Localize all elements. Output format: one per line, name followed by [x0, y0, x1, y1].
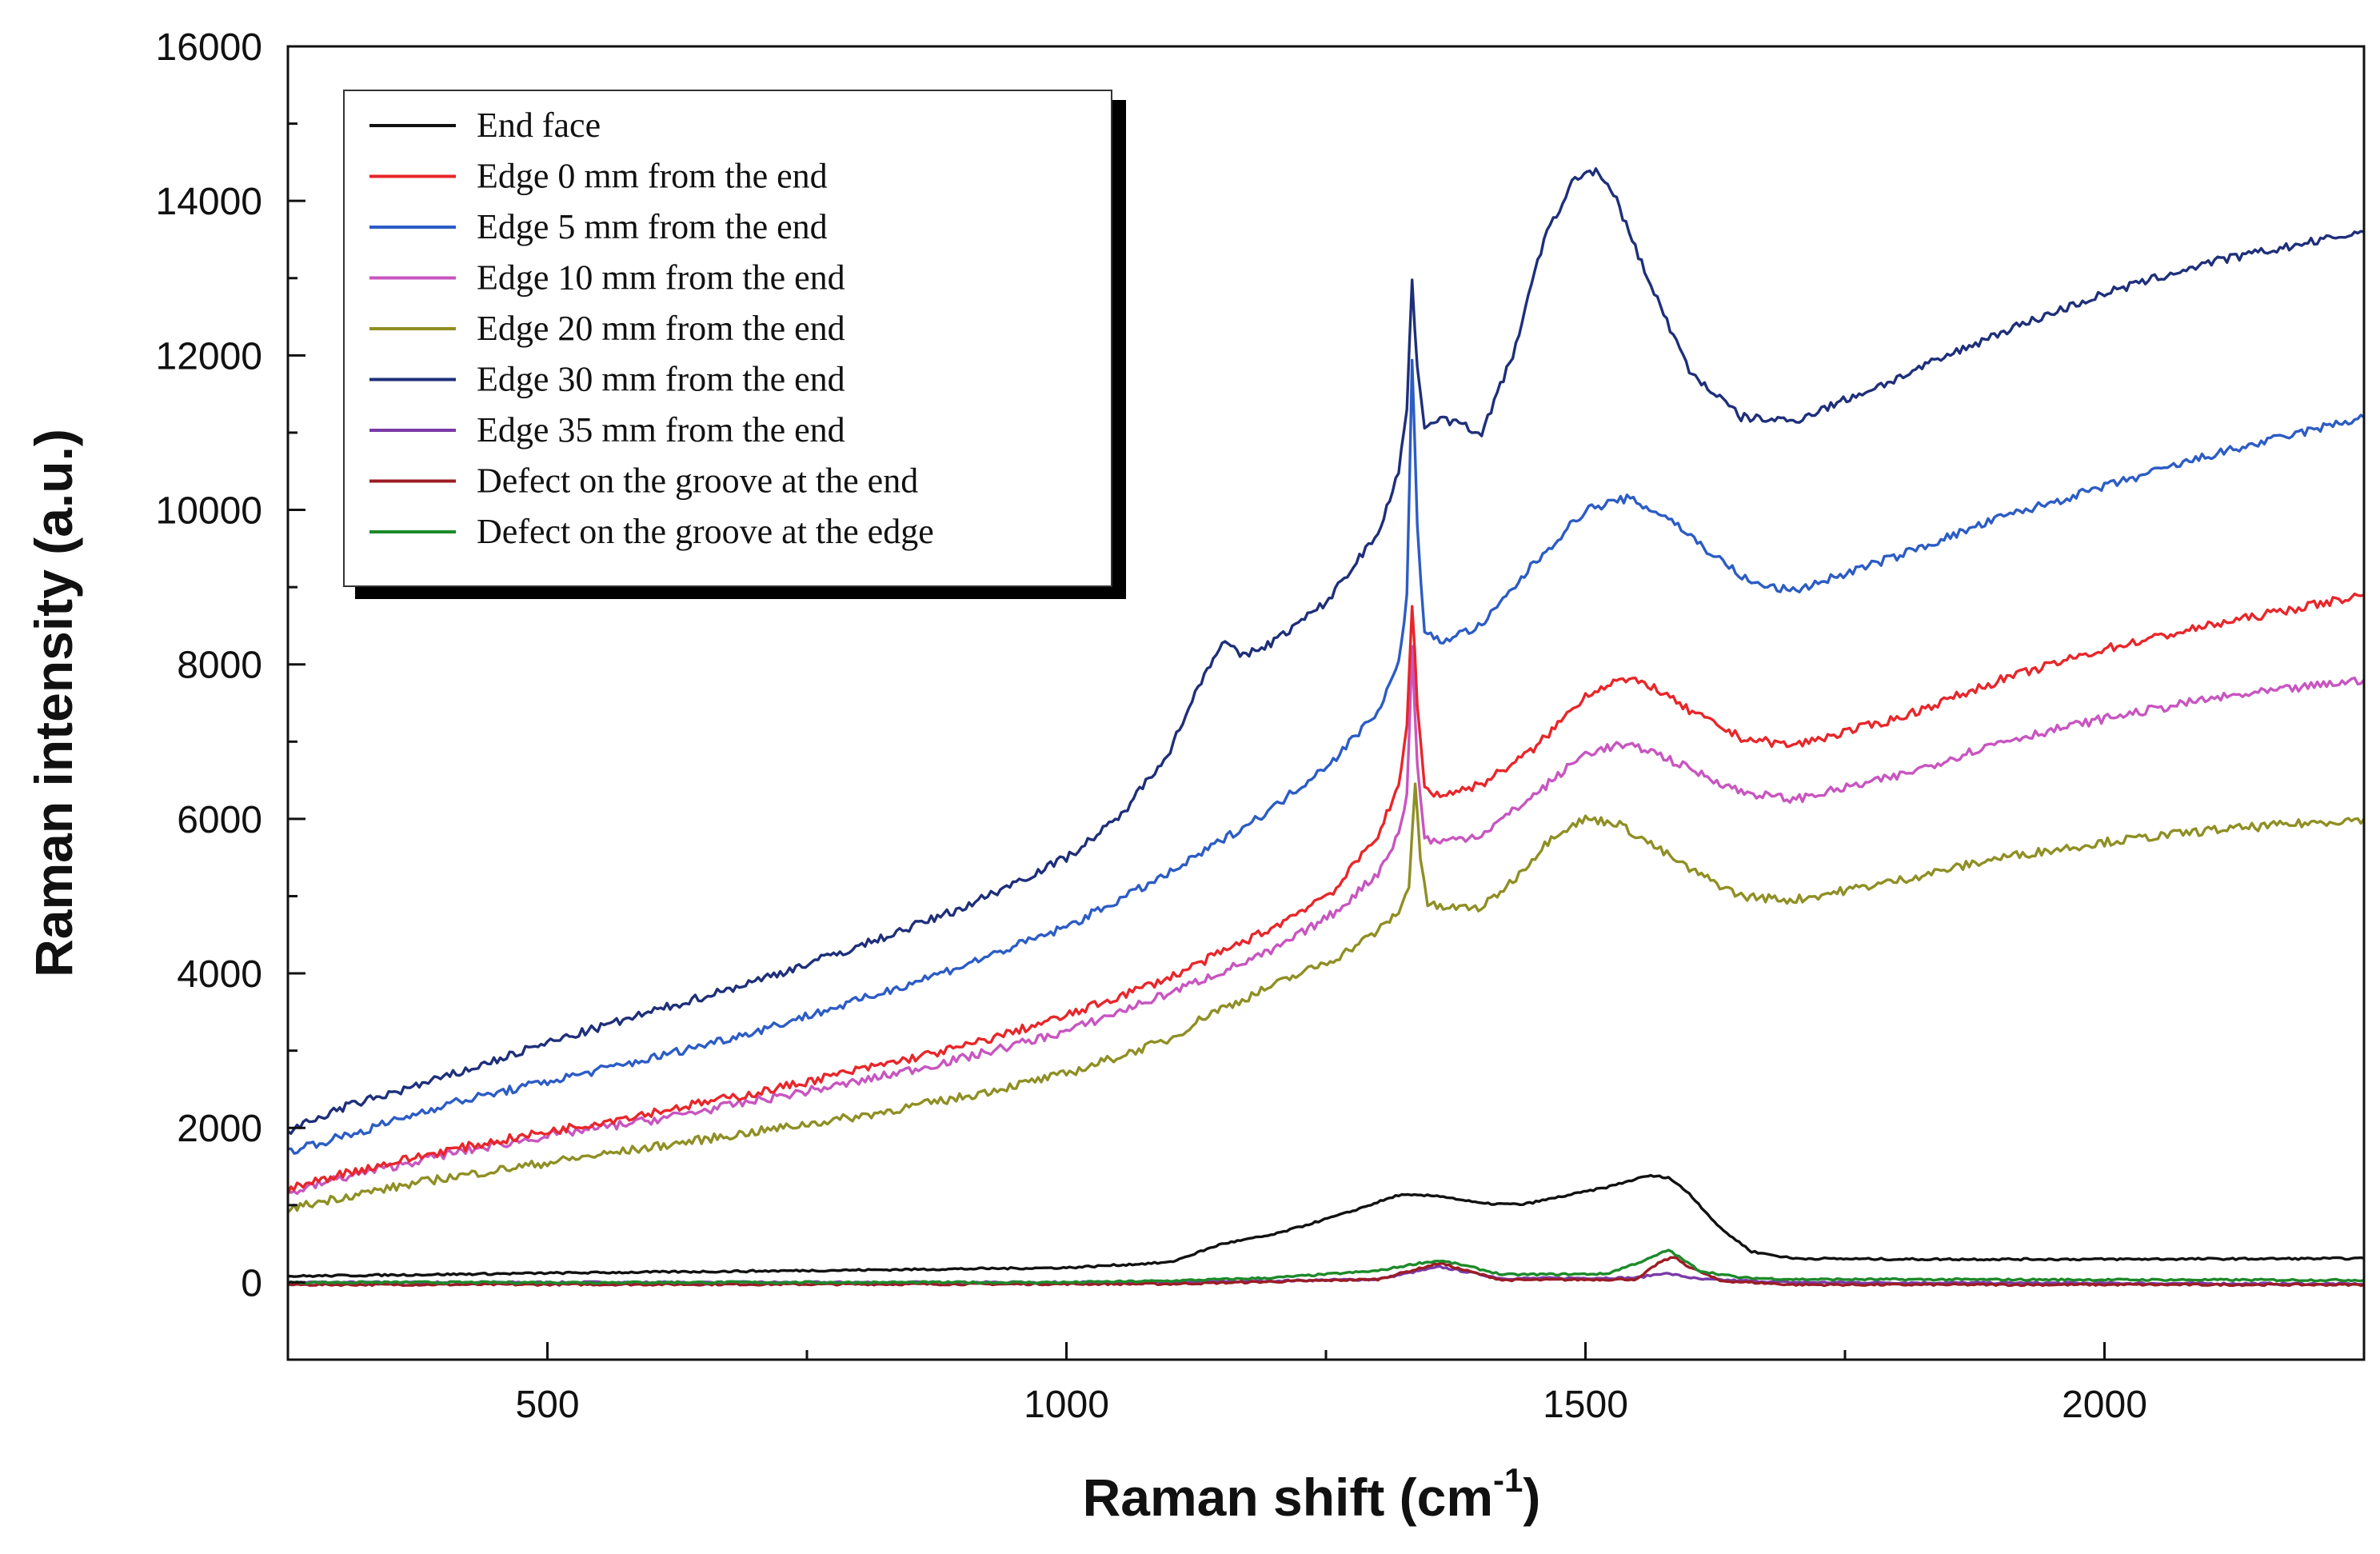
legend-label: Defect on the groove at the edge	[477, 512, 934, 551]
y-tick-label: 10000	[156, 490, 262, 533]
legend-label: Defect on the groove at the end	[477, 461, 918, 501]
y-tick-label: 4000	[177, 953, 262, 996]
y-tick-label: 2000	[177, 1108, 262, 1150]
legend-label: Edge 5 mm from the end	[477, 207, 828, 246]
legend-label: End face	[477, 106, 601, 145]
legend-items: End face Edge 0 mm from the end Edge 5 mm …	[369, 106, 934, 551]
x-axis-title-end: )	[1523, 1468, 1540, 1527]
x-axis: 500 1000 1500 2000	[286, 1342, 2366, 1426]
series-line	[287, 1256, 2365, 1288]
series-layer	[286, 167, 2366, 1288]
x-tick-label: 1000	[1024, 1384, 1109, 1426]
y-tick-label: 0	[241, 1262, 262, 1304]
y-tick-label: 12000	[156, 335, 262, 378]
x-axis-title-main: Raman shift (cm	[1083, 1468, 1493, 1527]
legend-label: Edge 30 mm from the end	[477, 360, 845, 399]
legend: End face Edge 0 mm from the end Edge 5 mm …	[343, 90, 1126, 599]
x-axis-title-superscript: -1	[1493, 1461, 1523, 1499]
y-axis: 0 2000 4000 6000 8000 10000 12000 14000 16000	[156, 26, 305, 1361]
series-line	[286, 167, 2365, 1135]
y-tick-label: 14000	[156, 181, 262, 223]
legend-label: Edge 35 mm from the end	[477, 410, 845, 449]
legend-box	[343, 90, 1112, 587]
legend-label: Edge 10 mm from the end	[477, 258, 845, 298]
series-line	[287, 1173, 2365, 1278]
legend-label: Edge 20 mm from the end	[477, 309, 845, 348]
x-tick-label: 500	[515, 1384, 579, 1426]
x-tick-label: 1500	[1543, 1384, 1628, 1426]
x-axis-title: Raman shift (cm-1)	[1083, 1461, 1541, 1527]
y-tick-label: 6000	[177, 799, 262, 841]
series-line	[287, 645, 2366, 1196]
series-line	[286, 592, 2365, 1195]
x-tick-label: 2000	[2062, 1384, 2147, 1426]
y-tick-label: 16000	[156, 26, 262, 69]
legend-label: Edge 0 mm from the end	[477, 157, 828, 196]
series-line	[287, 358, 2365, 1155]
series-line	[286, 782, 2366, 1214]
series-line	[287, 1248, 2365, 1285]
y-tick-label: 8000	[177, 645, 262, 687]
y-axis-title: Raman intensity (a.u.)	[24, 429, 83, 977]
